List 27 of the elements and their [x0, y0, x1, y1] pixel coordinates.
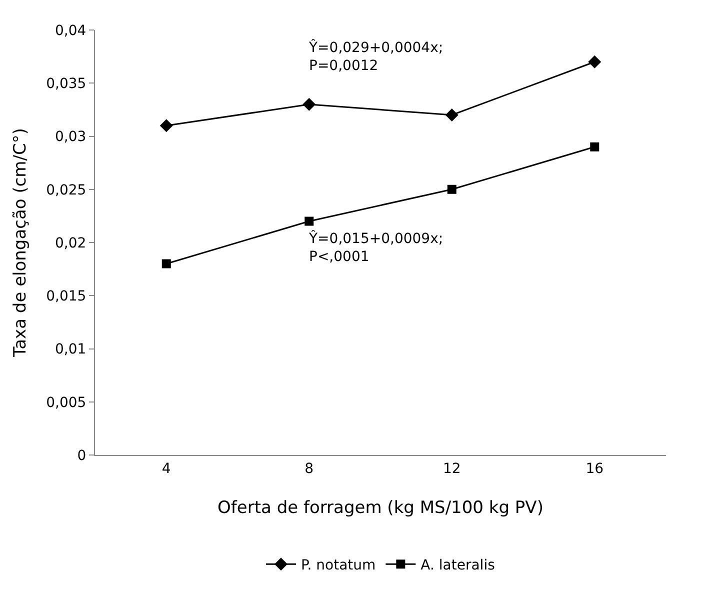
x-tick-label: 4: [162, 460, 171, 477]
point: [588, 55, 602, 68]
y-tick-label: 0,03: [55, 129, 86, 146]
y-tick-label: 0,005: [46, 394, 86, 411]
annotation: Ŷ=0,029+0,0004x; P=0,0012: [308, 38, 444, 74]
y-tick-label: 0,04: [55, 22, 86, 39]
y-tick-label: 0,01: [55, 342, 86, 358]
point: [445, 108, 458, 122]
annotation: Ŷ=0,015+0,0009x; P<,0001: [308, 229, 444, 266]
point: [304, 216, 314, 226]
legend-label: P. notatum: [301, 558, 376, 574]
y-axis-title: Taxa de elongação (cm/C°): [10, 128, 31, 358]
y-tick-label: 0,02: [55, 235, 86, 252]
y-tick-label: 0,015: [46, 288, 86, 305]
x-tick-label: 12: [442, 460, 461, 477]
point: [160, 119, 173, 132]
point: [447, 184, 456, 194]
y-tick-label: 0,035: [46, 76, 86, 92]
x-axis-title: Oferta de forragem (kg MS/100 kg PV): [218, 498, 544, 518]
point: [590, 142, 600, 152]
y-tick-label: 0,025: [46, 182, 86, 198]
legend-label: A. lateralis: [420, 558, 495, 574]
x-tick-label: 16: [586, 460, 604, 477]
y-tick-label: 0: [77, 448, 86, 464]
point: [302, 98, 316, 111]
point: [162, 259, 171, 268]
x-tick-label: 8: [304, 460, 314, 477]
